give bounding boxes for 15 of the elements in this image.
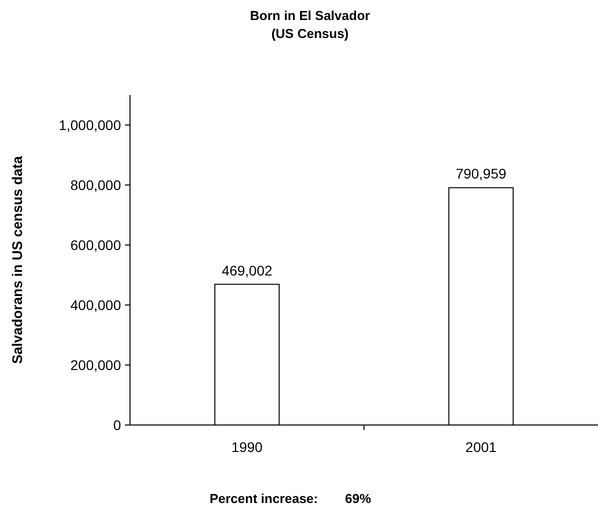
x-tick-label: 1990 <box>231 439 263 455</box>
y-tick-label: 400,000 <box>70 296 122 313</box>
chart-title: Born in El Salvador <box>250 8 370 23</box>
text: 69% <box>345 491 372 506</box>
y-tick-label: 800,000 <box>70 176 122 193</box>
y-axis-title: Salvadorans in US census data <box>9 156 25 364</box>
chart-subtitle: (US Census) <box>271 26 349 41</box>
data-label: 469,002 <box>222 262 273 278</box>
y-tick-label: 0 <box>113 416 122 433</box>
text: Percent increase: <box>210 491 318 506</box>
y-tick-label: 200,000 <box>70 356 122 373</box>
y-tick-label: 600,000 <box>70 236 122 253</box>
data-label: 790,959 <box>456 166 507 182</box>
y-tick-label: 1,000,000 <box>58 116 122 133</box>
x-tick-label: 2001 <box>465 439 497 455</box>
